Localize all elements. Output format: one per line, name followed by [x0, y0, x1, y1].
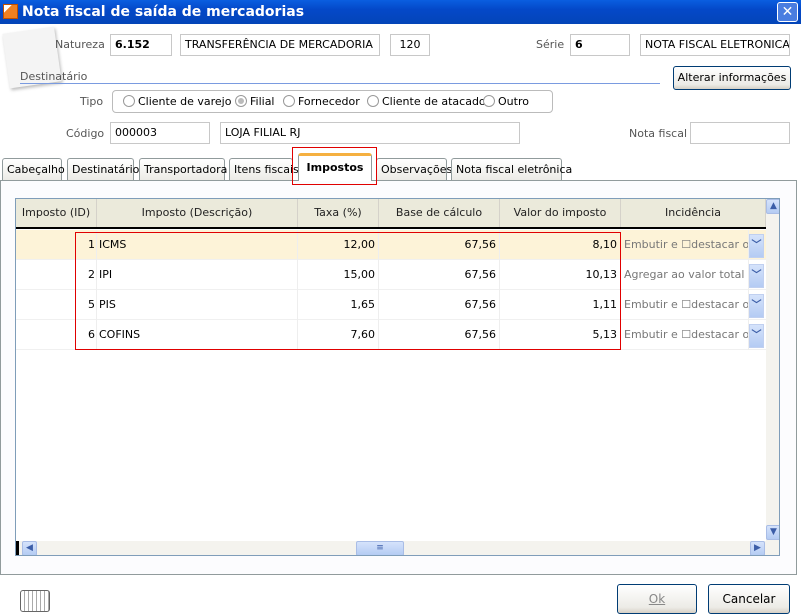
cell-desc: COFINS	[97, 320, 298, 350]
chevron-down-icon[interactable]: ﹀	[749, 294, 764, 318]
radio-icon[interactable]	[483, 95, 495, 107]
row-indicator	[16, 541, 19, 555]
app-icon	[3, 4, 18, 19]
radio-label: Cliente de atacado	[382, 95, 486, 108]
tipo-radio-3[interactable]: Cliente de atacado	[367, 95, 486, 108]
chevron-down-icon[interactable]: ﹀	[749, 264, 764, 288]
tipo-radio-0[interactable]: Cliente de varejo	[123, 95, 231, 108]
radio-icon[interactable]	[367, 95, 379, 107]
tab-4[interactable]: Impostos	[298, 153, 372, 181]
column-header[interactable]: Valor do imposto	[500, 199, 621, 227]
cell-id: 2	[16, 260, 97, 290]
nota-fiscal-label: Nota fiscal	[629, 127, 688, 140]
scroll-right-icon[interactable]: ▶	[750, 541, 765, 555]
cell-incidencia[interactable]: Agregar ao valor total da	[621, 260, 749, 290]
tab-5[interactable]: Observações	[376, 158, 452, 180]
vertical-scrollbar[interactable]: ▲ ▼	[766, 199, 779, 541]
ok-label: Ok	[648, 592, 666, 606]
column-header[interactable]: Imposto (Descrição)	[97, 199, 298, 227]
natureza-label: Natureza	[55, 38, 105, 51]
ok-button[interactable]: Ok	[617, 584, 697, 614]
codigo-field[interactable]: 000003	[110, 122, 210, 144]
cell-base: 67,56	[379, 230, 500, 260]
natureza-desc-field[interactable]: TRANSFERÊNCIA DE MERCADORIA	[180, 34, 380, 56]
scroll-left-icon[interactable]: ◀	[22, 541, 37, 555]
alterar-informacoes-button[interactable]: Alterar informações	[673, 66, 791, 90]
codigo-desc-field[interactable]: LOJA FILIAL RJ	[220, 122, 520, 144]
natureza-code-field[interactable]: 6.152	[110, 34, 172, 56]
column-header[interactable]: Incidência	[621, 199, 766, 227]
tab-1[interactable]: Destinatário	[67, 158, 139, 180]
tab-3[interactable]: Itens fiscais	[229, 158, 299, 180]
scroll-down-icon[interactable]: ▼	[766, 525, 779, 540]
tipo-label: Tipo	[80, 95, 104, 108]
natureza-num-field[interactable]: 120	[390, 34, 430, 56]
radio-label: Fornecedor	[298, 95, 360, 108]
cell-desc: ICMS	[97, 230, 298, 260]
scroll-thumb[interactable]: ≡	[356, 541, 404, 555]
table-row[interactable]: 2 IPI 15,00 67,56 10,13 Agregar ao valor tota…	[16, 260, 766, 290]
cell-taxa: 12,00	[298, 230, 379, 260]
tab-2[interactable]: Transportadora	[139, 158, 227, 180]
radio-label: Outro	[498, 95, 529, 108]
highlight-box-rows	[75, 232, 621, 350]
tipo-radio-2[interactable]: Fornecedor	[283, 95, 360, 108]
cell-incidencia[interactable]: Embutir e ☐destacar o va	[621, 290, 749, 320]
cancel-label: Cancelar	[722, 592, 776, 606]
column-header[interactable]: Imposto (ID)	[16, 199, 97, 227]
cell-base: 67,56	[379, 320, 500, 350]
tipo-radio-1[interactable]: Filial	[235, 95, 275, 108]
radio-icon[interactable]	[235, 95, 247, 107]
cell-desc: IPI	[97, 260, 298, 290]
cell-incidencia[interactable]: Embutir e ☐destacar o va	[621, 230, 749, 260]
close-button[interactable]: ✕	[777, 2, 798, 22]
cell-desc: PIS	[97, 290, 298, 320]
column-header[interactable]: Base de cálculo	[379, 199, 500, 227]
chevron-down-icon[interactable]: ﹀	[749, 234, 764, 258]
serie-label: Série	[536, 38, 565, 51]
window-title: Nota fiscal de saída de mercadorias	[22, 4, 305, 20]
cancel-button[interactable]: Cancelar	[708, 584, 790, 614]
radio-icon[interactable]	[283, 95, 295, 107]
scroll-up-icon[interactable]: ▲	[766, 199, 779, 214]
cell-id: 6	[16, 320, 97, 350]
serie-desc-field[interactable]: NOTA FISCAL ELETRONICA	[640, 34, 790, 56]
nota-fiscal-field[interactable]	[690, 122, 790, 144]
grid-header: Imposto (ID) Imposto (Descrição) Taxa (%) B…	[16, 199, 766, 229]
cell-taxa: 7,60	[298, 320, 379, 350]
destinatario-label: Destinatário	[20, 70, 88, 83]
cell-id: 5	[16, 290, 97, 320]
impostos-grid: Imposto (ID) Imposto (Descrição) Taxa (%) B…	[15, 198, 780, 556]
tab-6[interactable]: Nota fiscal eletrônica	[451, 158, 572, 180]
cell-incidencia[interactable]: Embutir e ☐destacar o va	[621, 320, 749, 350]
chevron-down-icon[interactable]: ﹀	[749, 324, 764, 348]
cell-base: 67,56	[379, 260, 500, 290]
highlight-box-tab	[292, 147, 377, 185]
title-bar: Nota fiscal de saída de mercadorias ✕	[0, 0, 801, 24]
column-header[interactable]: Taxa (%)	[298, 199, 379, 227]
tab-0[interactable]: Cabeçalho	[2, 158, 65, 180]
divider	[20, 83, 660, 84]
tipo-radio-group: Cliente de varejo Filial Fornecedor Cliente…	[112, 90, 553, 113]
tipo-radio-4[interactable]: Outro	[483, 95, 529, 108]
radio-icon[interactable]	[123, 95, 135, 107]
codigo-label: Código	[66, 127, 105, 140]
cell-base: 67,56	[379, 290, 500, 320]
keyboard-icon[interactable]	[20, 590, 50, 612]
radio-label: Filial	[250, 95, 275, 108]
horizontal-scrollbar[interactable]: ◀ ≡ ▶	[16, 541, 779, 555]
radio-label: Cliente de varejo	[138, 95, 232, 108]
cell-taxa: 1,65	[298, 290, 379, 320]
table-row[interactable]: 1 ICMS 12,00 67,56 8,10 Embutir e ☐destacar o…	[16, 230, 766, 260]
cell-taxa: 15,00	[298, 260, 379, 290]
cell-id: 1	[16, 230, 97, 260]
serie-field[interactable]: 6	[570, 34, 630, 56]
